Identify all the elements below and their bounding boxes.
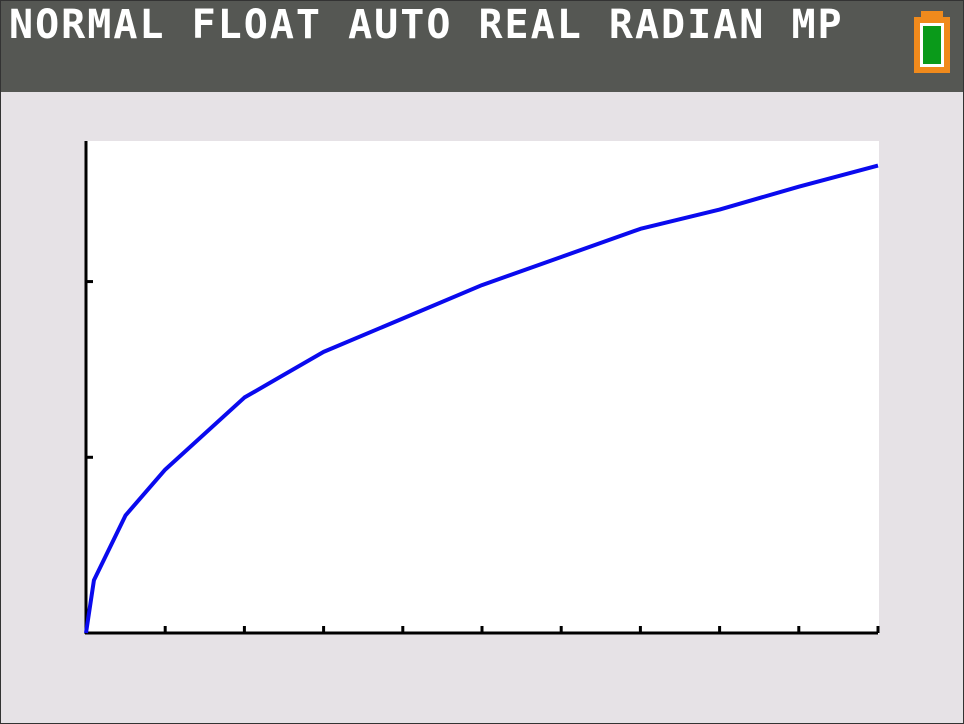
plot-area [85,141,879,634]
status-bar: NORMAL FLOAT AUTO REAL RADIAN MP [1,1,963,92]
battery-icon [914,11,950,73]
curve [84,163,879,634]
status-text: NORMAL FLOAT AUTO REAL RADIAN MP [9,2,844,48]
